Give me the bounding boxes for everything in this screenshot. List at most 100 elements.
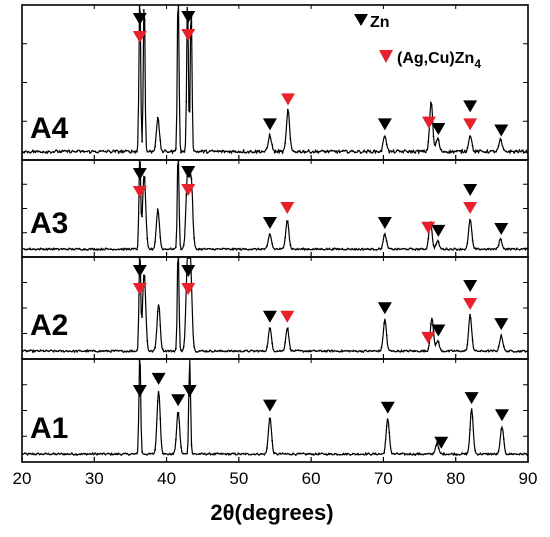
trace-point [162, 248, 164, 251]
trace-point [109, 351, 112, 353]
trace-point [224, 453, 227, 455]
legend-agcuzn4-marker [379, 50, 393, 63]
trace-point [86, 453, 89, 455]
trace-point [354, 248, 357, 251]
trace-point [484, 248, 487, 251]
trace-point [466, 147, 469, 149]
trace-point [515, 247, 518, 250]
trace-point [89, 247, 91, 250]
trace-point [471, 144, 474, 147]
trace-point [508, 350, 510, 353]
trace-point [232, 350, 235, 353]
trace-point [263, 453, 266, 456]
trace-point [190, 443, 193, 446]
zn-marker [431, 123, 446, 136]
trace-point [68, 149, 71, 152]
trace-point [419, 453, 422, 456]
trace-point [201, 452, 203, 455]
trace-point [250, 349, 253, 352]
trace-point [203, 247, 206, 250]
trace-point [523, 247, 526, 250]
trace-point [117, 350, 120, 352]
trace-point [328, 150, 331, 153]
trace-point [500, 139, 503, 142]
trace-point [492, 349, 495, 352]
trace-point [336, 454, 339, 456]
trace-point [47, 350, 50, 353]
trace-point [177, 257, 180, 259]
trace-point [89, 349, 91, 352]
trace-point [440, 349, 443, 352]
x-tick-label: 60 [302, 469, 321, 488]
trace-point [81, 350, 84, 353]
zn-marker [262, 310, 277, 323]
trace-point [120, 349, 123, 352]
trace-point [91, 247, 94, 250]
trace-point [128, 350, 131, 353]
trace-point [411, 248, 414, 251]
trace-point [518, 149, 521, 152]
zn-marker [262, 216, 277, 229]
trace-point [240, 151, 242, 154]
trace-point [117, 452, 120, 455]
trace-point [50, 152, 52, 154]
trace-point [411, 151, 414, 153]
trace-point [362, 453, 365, 456]
trace-point [448, 350, 450, 353]
zn-marker [151, 372, 166, 385]
trace-point [437, 139, 440, 142]
agcuzn4-marker [463, 298, 478, 311]
trace-point [349, 349, 352, 352]
trace-point [380, 346, 383, 349]
agcuzn4-marker [421, 221, 436, 234]
trace-point [21, 452, 24, 455]
trace-point [26, 349, 29, 352]
trace-point [266, 346, 268, 348]
trace-point [188, 257, 190, 259]
series-trace-a4 [21, 5, 528, 155]
zn-marker [181, 166, 196, 178]
trace-point [521, 350, 523, 352]
trace-point [487, 151, 490, 154]
trace-point [60, 247, 63, 250]
trace-point [37, 150, 39, 153]
trace-point [138, 359, 141, 361]
trace-point [83, 150, 86, 153]
trace-point [362, 351, 365, 353]
trace-point [193, 346, 196, 348]
trace-point [346, 349, 349, 352]
trace-point [55, 350, 58, 352]
agcuzn4-marker [463, 118, 478, 131]
trace-point [320, 149, 323, 152]
trace-point [237, 150, 240, 153]
trace-point [479, 149, 482, 152]
agcuzn4-marker [280, 201, 295, 214]
trace-point [401, 247, 404, 250]
trace-point [78, 453, 81, 456]
trace-point [427, 237, 430, 240]
trace-point [318, 150, 320, 153]
trace-point [185, 194, 188, 196]
trace-point [206, 248, 209, 250]
trace-point [354, 350, 357, 353]
trace-point [102, 452, 104, 455]
trace-point [310, 453, 313, 455]
trace-point [104, 350, 107, 352]
trace-point [333, 247, 336, 250]
trace-point [247, 248, 250, 251]
trace-point [47, 150, 50, 153]
trace-point [232, 452, 235, 455]
trace-point [39, 349, 42, 352]
trace-point [260, 350, 263, 353]
trace-point [247, 151, 250, 154]
trace-point [424, 248, 427, 251]
trace-point [333, 349, 336, 352]
trace-point [211, 149, 214, 152]
trace-point [315, 248, 318, 251]
trace-point [167, 151, 170, 154]
trace-point [286, 327, 289, 330]
trace-point [336, 350, 339, 353]
trace-point [409, 247, 411, 250]
trace-point [281, 452, 284, 455]
trace-point [404, 247, 406, 250]
